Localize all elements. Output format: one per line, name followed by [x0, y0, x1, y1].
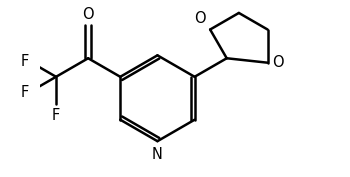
- Text: O: O: [272, 55, 284, 70]
- Text: N: N: [152, 147, 163, 162]
- Text: O: O: [195, 11, 206, 26]
- Text: F: F: [21, 85, 29, 100]
- Text: O: O: [82, 7, 94, 22]
- Text: F: F: [52, 108, 60, 123]
- Text: F: F: [21, 54, 29, 69]
